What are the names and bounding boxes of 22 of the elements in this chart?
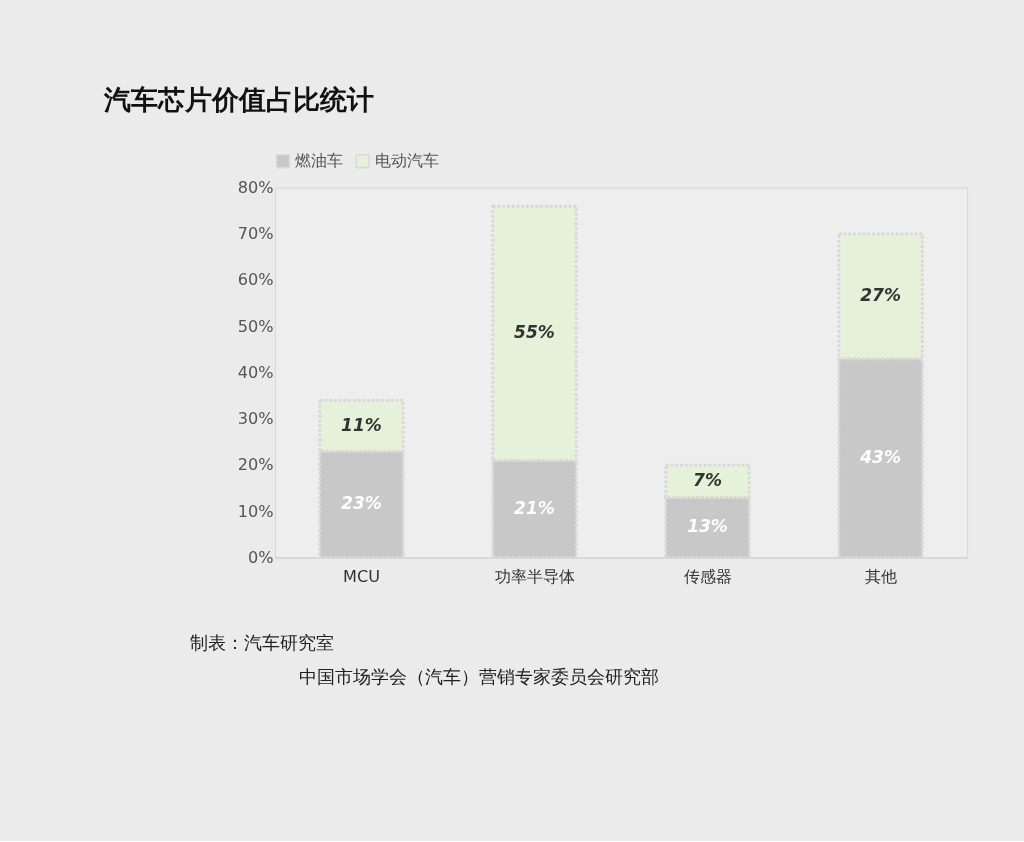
y-tick-label: 80% — [237, 177, 274, 197]
chart-title: 汽车芯片价值占比统计 — [103, 84, 375, 116]
y-tick-label: 0% — [247, 547, 274, 567]
y-tick-label: 10% — [237, 501, 274, 521]
data-label: 7% — [693, 469, 723, 490]
data-label: 55% — [514, 322, 555, 343]
y-tick-label: 30% — [237, 409, 274, 429]
y-tick-label: 70% — [237, 224, 274, 244]
y-tick-label: 40% — [237, 362, 274, 382]
data-label: 27% — [860, 285, 901, 306]
text: 中国市场学会（汽车）营销专家委员会研究部 — [298, 665, 659, 687]
text: 制表：汽车研究室 — [189, 631, 334, 653]
x-tick-label: 传感器 — [683, 566, 732, 586]
legend-label: 电动汽车 — [374, 150, 439, 170]
y-tick-label: 50% — [237, 316, 274, 336]
x-tick-label: MCU — [343, 566, 380, 586]
x-tick-label: 其他 — [864, 566, 897, 586]
x-tick-label: 功率半导体 — [494, 566, 575, 586]
y-tick-label: 60% — [237, 270, 274, 290]
y-tick-label: 20% — [237, 455, 274, 475]
legend-label: 燃油车 — [294, 150, 343, 170]
data-label: 11% — [341, 414, 382, 435]
